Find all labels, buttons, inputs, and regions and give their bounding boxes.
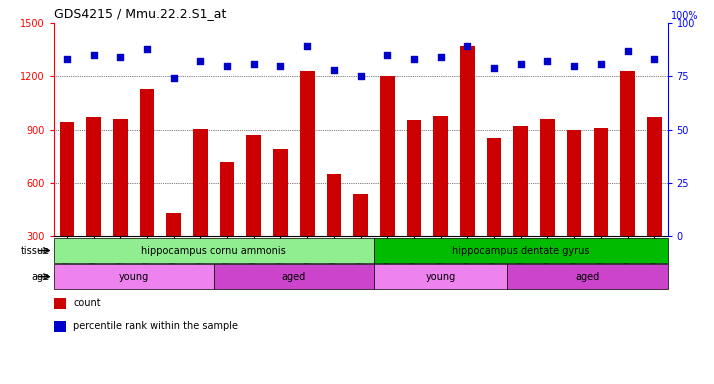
Point: [515, 60, 526, 66]
Bar: [433, 116, 448, 290]
Bar: [374, 238, 668, 263]
Bar: [59, 122, 74, 290]
Bar: [487, 137, 501, 290]
Text: young: young: [426, 271, 456, 282]
Text: 100%: 100%: [670, 11, 698, 21]
Point: [275, 63, 286, 69]
Point: [648, 56, 660, 62]
Bar: [508, 264, 668, 289]
Bar: [620, 71, 635, 290]
Point: [168, 75, 179, 81]
Point: [328, 67, 340, 73]
Text: aged: aged: [282, 271, 306, 282]
Bar: [273, 149, 288, 290]
Bar: [193, 129, 208, 290]
Bar: [374, 264, 508, 289]
Bar: [540, 119, 555, 290]
Bar: [213, 264, 374, 289]
Bar: [353, 194, 368, 290]
Bar: [567, 131, 581, 290]
Bar: [220, 162, 234, 290]
Bar: [300, 71, 315, 290]
Point: [381, 52, 393, 58]
Point: [141, 46, 153, 52]
Point: [88, 52, 99, 58]
Point: [114, 54, 126, 60]
Point: [61, 56, 73, 62]
Text: young: young: [119, 271, 149, 282]
Bar: [593, 128, 608, 290]
Point: [248, 60, 259, 66]
Bar: [326, 174, 341, 290]
Text: percentile rank within the sample: percentile rank within the sample: [74, 321, 238, 331]
Point: [622, 48, 633, 54]
Bar: [166, 213, 181, 290]
Bar: [380, 76, 395, 290]
Text: age: age: [32, 271, 50, 282]
Text: tissue: tissue: [21, 245, 50, 256]
Bar: [513, 126, 528, 290]
Point: [355, 73, 366, 79]
Text: hippocampus cornu ammonis: hippocampus cornu ammonis: [141, 245, 286, 256]
Point: [221, 63, 233, 69]
Bar: [54, 321, 66, 332]
Point: [408, 56, 420, 62]
Point: [542, 58, 553, 65]
Bar: [113, 119, 128, 290]
Bar: [140, 89, 154, 290]
Point: [488, 65, 500, 71]
Bar: [246, 135, 261, 290]
Point: [568, 63, 580, 69]
Text: aged: aged: [575, 271, 600, 282]
Point: [595, 60, 607, 66]
Text: count: count: [74, 298, 101, 308]
Point: [462, 43, 473, 50]
Bar: [407, 120, 421, 290]
Bar: [54, 238, 374, 263]
Bar: [647, 117, 662, 290]
Bar: [54, 298, 66, 309]
Point: [195, 58, 206, 65]
Point: [435, 54, 446, 60]
Bar: [54, 264, 213, 289]
Bar: [460, 46, 475, 290]
Text: GDS4215 / Mmu.22.2.S1_at: GDS4215 / Mmu.22.2.S1_at: [54, 7, 226, 20]
Point: [301, 43, 313, 50]
Bar: [86, 117, 101, 290]
Text: hippocampus dentate gyrus: hippocampus dentate gyrus: [452, 245, 590, 256]
